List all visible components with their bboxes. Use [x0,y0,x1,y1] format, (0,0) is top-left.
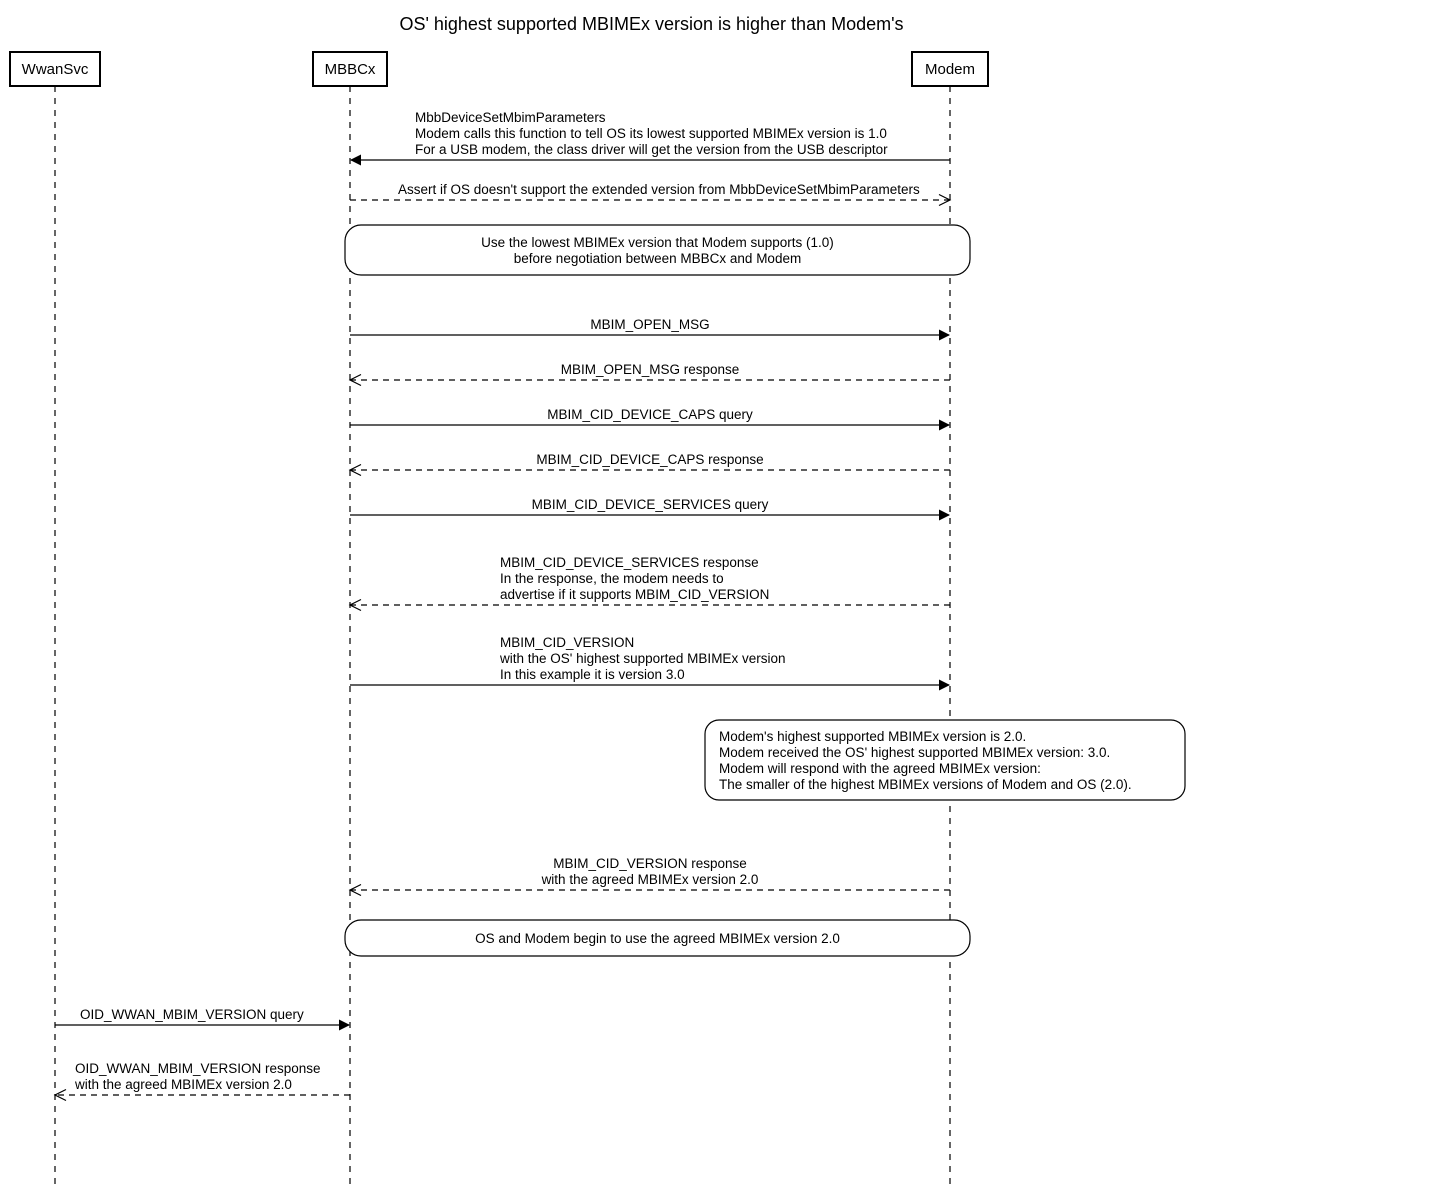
m10-label-0: MBIM_CID_VERSION response [553,856,747,871]
m2-label-0: Assert if OS doesn't support the extende… [398,182,920,197]
actor-label-modem: Modem [925,61,975,78]
m3-label-0: MBIM_OPEN_MSG [590,317,709,332]
m1-label-2: For a USB modem, the class driver will g… [415,142,888,157]
n1-line-0: Use the lowest MBIMEx version that Modem… [481,235,834,250]
m6-label-0: MBIM_CID_DEVICE_CAPS response [536,452,763,467]
n3-line-0: OS and Modem begin to use the agreed MBI… [475,931,840,946]
m8-label-0: MBIM_CID_DEVICE_SERVICES response [500,555,759,570]
n2-line-3: The smaller of the highest MBIMEx versio… [719,777,1132,792]
n2-line-0: Modem's highest supported MBIMEx version… [719,729,1026,744]
n1-line-1: before negotiation between MBBCx and Mod… [514,251,801,266]
m1-label-1: Modem calls this function to tell OS its… [415,126,887,141]
m4-label-0: MBIM_OPEN_MSG response [561,362,740,377]
n2-line-1: Modem received the OS' highest supported… [719,745,1110,760]
m12-label-1: with the agreed MBIMEx version 2.0 [74,1077,292,1092]
m8-label-1: In the response, the modem needs to [500,571,724,586]
m10-label-1: with the agreed MBIMEx version 2.0 [541,872,759,887]
m9-label-0: MBIM_CID_VERSION [500,635,634,650]
m1-label-0: MbbDeviceSetMbimParameters [415,110,606,125]
m5-label-0: MBIM_CID_DEVICE_CAPS query [547,407,753,422]
diagram-title: OS' highest supported MBIMEx version is … [399,14,903,34]
m12-label-0: OID_WWAN_MBIM_VERSION response [75,1061,321,1076]
actor-label-mbbcx: MBBCx [325,61,376,78]
m11-label-0: OID_WWAN_MBIM_VERSION query [80,1007,304,1022]
actor-label-wwan: WwanSvc [22,61,89,78]
m7-label-0: MBIM_CID_DEVICE_SERVICES query [532,497,769,512]
n2-line-2: Modem will respond with the agreed MBIME… [719,761,1041,776]
sequence-diagram: OS' highest supported MBIMEx version is … [0,0,1443,1193]
m9-label-1: with the OS' highest supported MBIMEx ve… [499,651,785,666]
m9-label-2: In this example it is version 3.0 [500,667,685,682]
m8-label-2: advertise if it supports MBIM_CID_VERSIO… [500,587,769,602]
